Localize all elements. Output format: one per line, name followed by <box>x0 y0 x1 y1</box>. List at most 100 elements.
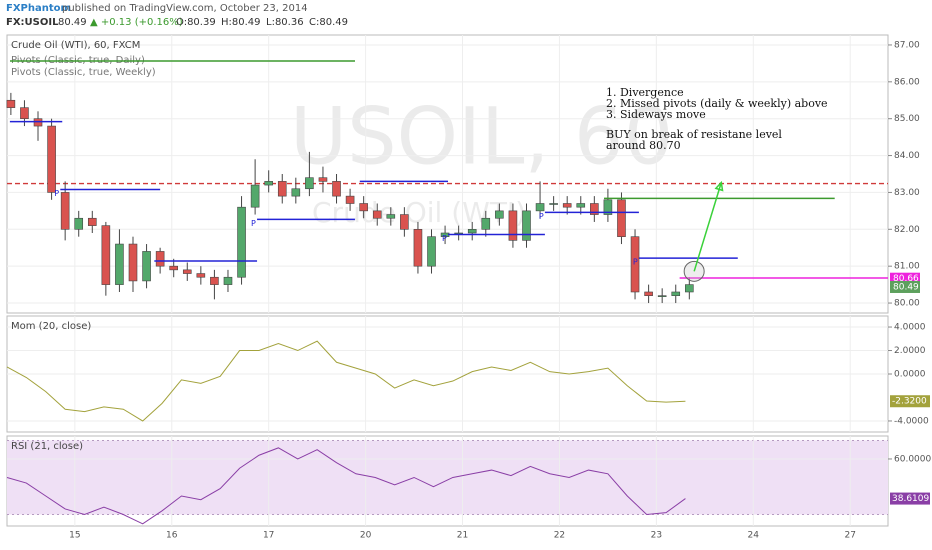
x-tick-label: 15 <box>69 531 80 541</box>
legend-entry: Pivots (Classic, true, Weekly) <box>11 67 156 78</box>
y-tick-label: 83.00 <box>894 188 920 198</box>
candle-body <box>603 199 613 215</box>
candle-body <box>481 217 491 230</box>
candle-body <box>413 229 423 267</box>
candle-body <box>427 236 436 267</box>
y-tick-label: 86.00 <box>894 77 920 87</box>
note: 1. Divergence <box>606 86 684 99</box>
candle-body <box>372 210 382 219</box>
candle-body <box>400 214 409 230</box>
note: 3. Sideways move <box>606 108 706 121</box>
x-tick-label: 22 <box>554 531 565 541</box>
y-tick-label: 87.00 <box>894 40 920 50</box>
pivot-label: P <box>539 212 544 221</box>
x-tick-label: 16 <box>166 531 178 541</box>
y-tick-label: 81.00 <box>894 262 920 272</box>
candle-body <box>630 236 640 293</box>
y-tick-label: 4.0000 <box>894 323 926 333</box>
candle-body <box>182 269 192 274</box>
panel-title: RSI (21, close) <box>11 441 83 452</box>
candle-body <box>671 291 681 296</box>
candle-body <box>467 229 477 234</box>
candle-body <box>196 273 206 278</box>
y-tick-label: 85.00 <box>894 114 920 124</box>
forecast-arrow <box>693 182 723 272</box>
current-value-box <box>890 492 930 505</box>
note: 2. Missed pivots (daily & weekly) above <box>606 97 828 110</box>
ohlc-close: C:80.49 <box>309 17 348 28</box>
y-tick-label: 0.0000 <box>894 370 926 380</box>
candle-body <box>522 210 531 241</box>
candle-body <box>508 210 518 241</box>
watermark-symbol: USOIL, 60 <box>290 92 673 182</box>
rsi-band <box>7 440 888 515</box>
axis-price-label: 80.66 <box>893 274 919 284</box>
panel-title: Crude Oil (WTI), 60, FXCM <box>11 40 140 51</box>
axis-price-label: 80.49 <box>893 282 919 292</box>
y-tick-label: 84.00 <box>894 151 920 161</box>
arrow-head <box>714 180 724 192</box>
ohlc-high: H:80.49 <box>221 17 261 28</box>
candle-body <box>277 181 287 197</box>
x-tick-label: 24 <box>748 531 760 541</box>
axis-price-box <box>890 280 920 293</box>
ohlc-low: L:80.36 <box>266 17 304 28</box>
candle-body <box>142 251 151 282</box>
candle-body <box>223 276 233 285</box>
candle-body <box>237 206 246 278</box>
current-value-box <box>890 395 930 408</box>
candle-body <box>685 284 694 293</box>
candle-body <box>535 203 545 212</box>
candle-body <box>74 217 84 230</box>
candle-body <box>345 195 355 204</box>
candle-body <box>590 203 599 215</box>
indicator-line <box>6 340 686 422</box>
candle-body <box>305 177 314 190</box>
author[interactable]: FXPhantom <box>6 3 71 14</box>
candle-body <box>332 181 341 197</box>
candle-body <box>576 203 586 208</box>
candle-body <box>6 99 16 108</box>
y-tick-label: 82.00 <box>894 225 920 235</box>
candle-body <box>291 188 301 197</box>
candle-body <box>617 199 626 237</box>
candle-body <box>264 181 273 186</box>
y-tick-label: 60.0000 <box>894 454 931 464</box>
x-tick-label: 23 <box>651 531 662 541</box>
y-tick-label: 80.00 <box>894 299 920 309</box>
panel-title: Mom (20, close) <box>11 321 91 332</box>
candle-body <box>47 125 56 193</box>
current-value-label: 38.6109 <box>892 494 929 504</box>
pivot-label: P <box>251 219 256 228</box>
symbol: FX:USOIL <box>6 17 59 28</box>
candle-body <box>20 107 29 119</box>
candle-body <box>101 225 111 285</box>
x-tick-label: 27 <box>844 531 855 541</box>
candle-body <box>250 184 260 208</box>
pivot-label: P <box>633 258 638 267</box>
candle-body <box>210 276 219 285</box>
y-tick-label: -4.0000 <box>894 416 929 426</box>
candle-body <box>644 291 653 296</box>
candle-body <box>657 295 667 297</box>
x-tick-label: 17 <box>263 531 274 541</box>
panel-frame <box>6 34 889 314</box>
last-price: 80.49 <box>58 17 87 28</box>
candle-body <box>155 251 165 267</box>
candle-body <box>562 203 572 208</box>
pivot-label: P <box>442 234 447 243</box>
current-value-label: -2.3200 <box>892 397 927 407</box>
candle-body <box>318 177 328 182</box>
candle-body <box>549 203 558 205</box>
candle-body <box>359 203 368 212</box>
x-tick-label: 21 <box>457 531 468 541</box>
candle-body <box>495 210 504 219</box>
candle-body <box>60 192 70 230</box>
ohlc-open: O:80.39 <box>176 17 216 28</box>
y-tick-label: 2.0000 <box>894 346 926 356</box>
change: ▲ +0.13 (+0.16%) <box>90 17 183 28</box>
candle-body <box>115 243 124 285</box>
candle-body <box>169 265 179 271</box>
